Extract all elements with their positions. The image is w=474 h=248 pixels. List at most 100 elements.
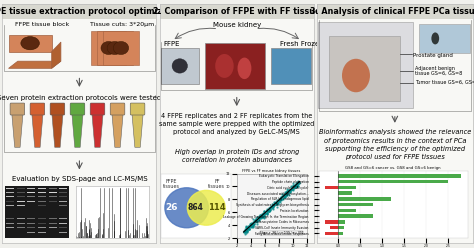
Point [263, 208, 271, 212]
Polygon shape [9, 61, 61, 68]
Point [258, 212, 266, 216]
Point [246, 222, 254, 226]
Point [242, 229, 249, 233]
Point [261, 209, 268, 213]
Point [277, 195, 284, 199]
Point [267, 204, 275, 208]
Point [272, 202, 280, 206]
Text: 4 FFPE replicates and 2 FF replicates from the
same sample were prepped with the: 4 FFPE replicates and 2 FF replicates fr… [159, 113, 314, 135]
Point [277, 197, 285, 201]
Point [260, 213, 268, 217]
FancyBboxPatch shape [50, 103, 65, 115]
FancyBboxPatch shape [205, 43, 265, 89]
Point [246, 226, 253, 230]
Point [255, 215, 263, 218]
Point [293, 184, 301, 188]
Point [288, 187, 296, 191]
Ellipse shape [215, 54, 234, 78]
Title: FFPE vs FF mouse kidney tissues: FFPE vs FF mouse kidney tissues [242, 169, 301, 173]
Point [251, 218, 259, 222]
Point [268, 204, 275, 208]
Point [286, 188, 294, 192]
Point [269, 204, 277, 208]
Ellipse shape [21, 37, 39, 50]
FancyBboxPatch shape [49, 223, 57, 224]
Text: High overlap in protein IDs and strong
correlation in protein abundances: High overlap in protein IDs and strong c… [174, 149, 299, 163]
Point [248, 220, 255, 224]
Point [282, 195, 289, 199]
Point [293, 184, 301, 188]
FancyBboxPatch shape [27, 232, 36, 233]
Point [273, 201, 281, 205]
Point [256, 214, 264, 217]
FancyBboxPatch shape [38, 232, 46, 233]
Point [274, 202, 282, 206]
Point [261, 209, 268, 213]
Text: FFPE
tissues: FFPE tissues [163, 179, 180, 189]
Point [263, 209, 270, 213]
FancyBboxPatch shape [59, 205, 67, 206]
Point [242, 232, 249, 236]
Text: Fresh Frozen: Fresh Frozen [280, 41, 323, 47]
Point [270, 200, 278, 204]
Point [282, 191, 290, 195]
Point [255, 218, 263, 222]
Point [291, 183, 298, 187]
Point [241, 229, 249, 233]
FancyBboxPatch shape [49, 192, 57, 193]
Point [248, 225, 255, 229]
FancyBboxPatch shape [27, 188, 36, 189]
Point [283, 190, 291, 194]
Point [286, 188, 293, 192]
Point [294, 182, 301, 186]
FancyBboxPatch shape [17, 196, 25, 197]
Point [266, 205, 274, 209]
Point [244, 224, 251, 228]
Point [292, 184, 300, 187]
Point [245, 227, 253, 231]
Point [286, 190, 294, 194]
Point [277, 197, 284, 201]
Point [254, 222, 261, 226]
Point [286, 190, 294, 194]
Point [258, 214, 265, 218]
Point [277, 195, 285, 199]
Point [249, 220, 256, 224]
Point [245, 224, 253, 228]
FancyBboxPatch shape [17, 192, 25, 193]
Point [243, 227, 250, 231]
Text: 2. Comparison of FFPE with FF tissue: 2. Comparison of FFPE with FF tissue [153, 7, 320, 16]
Point [286, 189, 294, 193]
Point [252, 218, 259, 222]
Bar [338, 209, 356, 212]
FancyBboxPatch shape [329, 36, 400, 101]
Point [265, 210, 273, 214]
Point [264, 209, 272, 213]
Point [283, 187, 291, 191]
Point [280, 195, 288, 199]
Point [273, 198, 281, 202]
Text: FF
tissues: FF tissues [208, 179, 225, 189]
FancyBboxPatch shape [59, 227, 67, 228]
Point [255, 216, 263, 219]
Point [255, 216, 263, 220]
Point [243, 228, 250, 232]
Point [287, 184, 295, 188]
Point [265, 206, 273, 210]
Point [250, 219, 257, 223]
Point [264, 212, 271, 216]
Point [242, 225, 250, 229]
Point [274, 201, 282, 205]
FancyBboxPatch shape [91, 31, 127, 65]
Point [257, 215, 264, 218]
FancyBboxPatch shape [17, 227, 25, 228]
Polygon shape [32, 111, 43, 147]
Point [273, 200, 281, 204]
Point [265, 208, 273, 212]
Point [291, 183, 298, 187]
FancyBboxPatch shape [6, 196, 14, 197]
Bar [330, 226, 338, 229]
FancyBboxPatch shape [17, 201, 25, 202]
Circle shape [165, 188, 209, 228]
Point [260, 214, 268, 218]
